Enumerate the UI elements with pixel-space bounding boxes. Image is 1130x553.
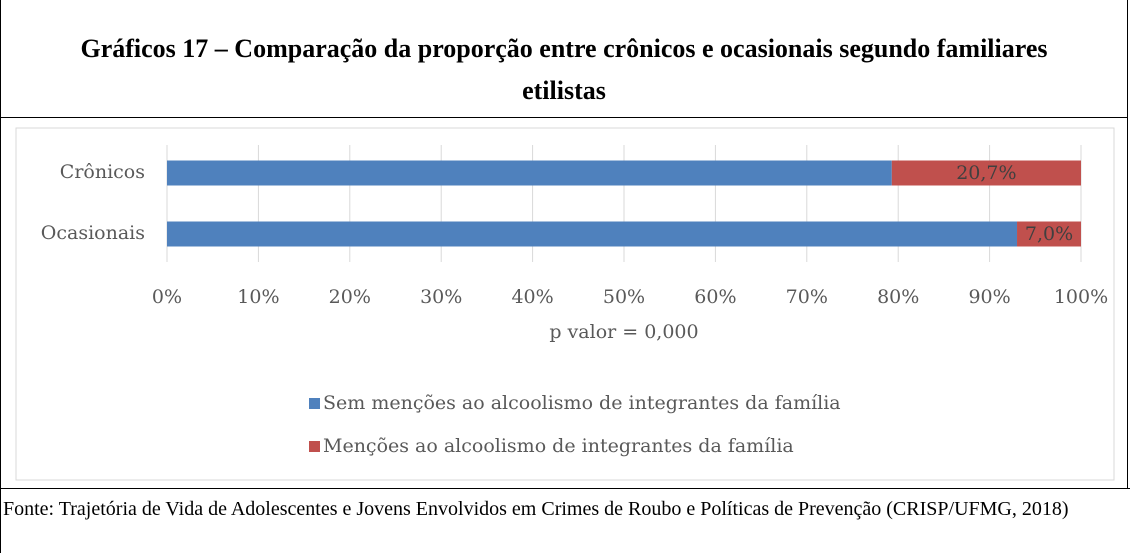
x-tick-label: 20%: [329, 286, 371, 308]
x-tick-label: 40%: [511, 286, 553, 308]
value-label: 7,0%: [1025, 223, 1073, 245]
bar-segment: [1017, 221, 1081, 247]
legend-swatch: [309, 398, 320, 409]
y-tick-label: Ocasionais: [41, 222, 145, 244]
x-tick-label: 90%: [968, 286, 1010, 308]
footer: Fonte: Trajetória de Vida de Adolescente…: [3, 498, 1069, 520]
footer-box: Fonte: Trajetória de Vida de Adolescente…: [0, 488, 1130, 553]
x-tick-label: 10%: [237, 286, 279, 308]
x-tick-label: 50%: [603, 286, 645, 308]
chart: 0% 10% 20% 30% 40% 50% 60% 70% 80% 90% 100% p valor…: [15, 127, 1115, 481]
chart-box: [0, 118, 1128, 488]
legend-swatch: [309, 441, 320, 452]
chart-border: [15, 127, 1115, 481]
legend-label: Menções ao alcoolismo de integrantes da …: [323, 435, 794, 457]
y-tick-label: Crônicos: [60, 161, 145, 183]
x-tick-label: 0%: [152, 286, 182, 308]
title: Gráficos 17 – Comparação da proporção en…: [80, 34, 1048, 105]
x-axis-label: p valor = 0,000: [549, 321, 698, 343]
bar-segment: [167, 221, 1018, 247]
x-tick-label: 30%: [420, 286, 462, 308]
x-tick-label: 100%: [1054, 286, 1108, 308]
x-tick-label: 60%: [694, 286, 736, 308]
bar-segment: [167, 160, 892, 186]
title-box: Gráficos 17 – Comparação da proporção en…: [0, 0, 1128, 118]
bar-segment: [891, 160, 1081, 186]
x-tick-label: 80%: [877, 286, 919, 308]
x-tick-label: 70%: [786, 286, 828, 308]
value-label: 20,7%: [956, 162, 1016, 184]
legend-label: Sem menções ao alcoolismo de integrantes…: [323, 392, 841, 414]
